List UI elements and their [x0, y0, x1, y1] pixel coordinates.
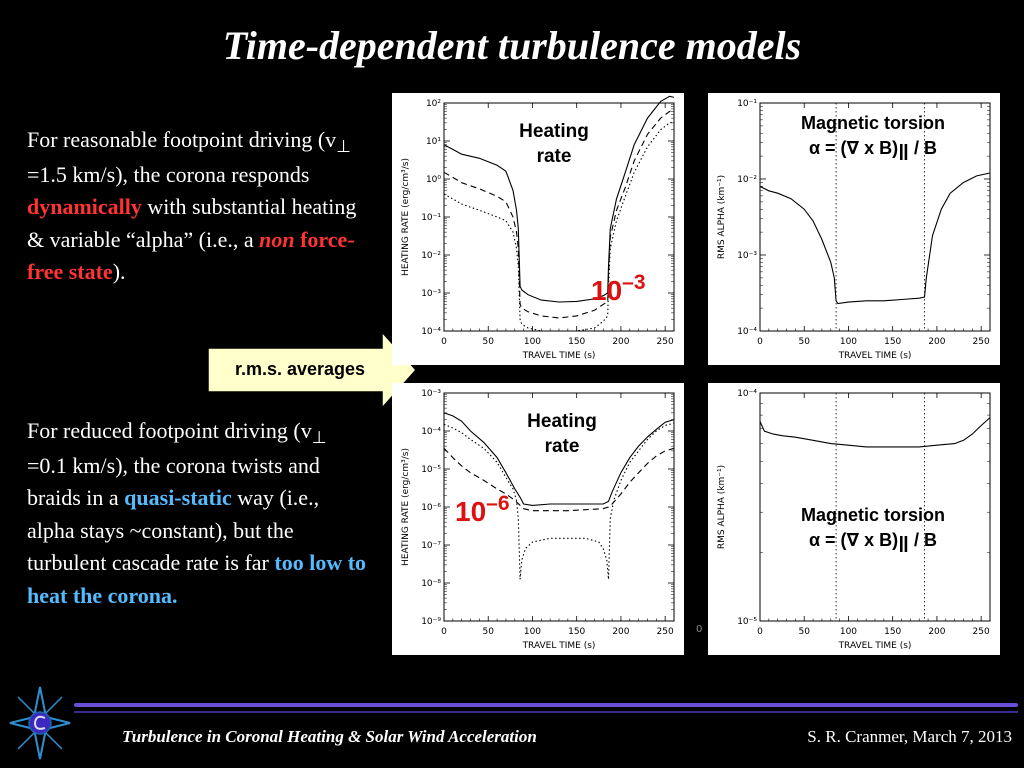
x-tick-label: 100 — [840, 627, 857, 637]
rms-averages-callout: r.m.s. averages — [206, 330, 418, 410]
y-axis-label: HEATING RATE (erg/cm³/s) — [401, 158, 411, 276]
stray-tick-mark: 0 — [696, 624, 703, 635]
x-tick-label: 50 — [799, 337, 811, 347]
x-axis-label: TRAVEL TIME (s) — [838, 351, 912, 361]
alpha-plot-top: 0 50 100 150 200 250 10⁻¹ 10⁻² 10⁻³ 10⁻⁴ TRAVEL TI… — [708, 93, 1000, 365]
y-tick-label: 10⁰ — [426, 175, 441, 185]
series-line-dashed — [443, 447, 675, 512]
x-tick-label: 0 — [757, 337, 763, 347]
y-tick-label: 10⁻⁸ — [421, 579, 441, 589]
highlight-quasi-static: quasi-static — [124, 485, 232, 510]
series-line-solid — [443, 412, 675, 506]
slide-title: Time-dependent turbulence models — [222, 23, 802, 68]
footer-author-date: S. R. Cranmer, March 7, 2013 — [807, 727, 1012, 746]
series-line-solid — [759, 172, 991, 305]
y-tick-label: 10¹ — [426, 137, 441, 147]
x-tick-label: 0 — [441, 627, 447, 637]
exponent-label-bottom: 10–6 — [455, 492, 510, 527]
footer-divider-shadow — [74, 711, 1018, 713]
torsion-label-bottom: Magnetic torsion α = (∇ x B)‖ / B — [800, 505, 945, 557]
x-tick-label: 150 — [568, 627, 585, 637]
highlight-dynamically: dynamically — [27, 194, 142, 219]
y-tick-label: 10⁻⁶ — [421, 503, 441, 513]
y-tick-label: 10⁻³ — [737, 251, 757, 261]
x-axis-label: TRAVEL TIME (s) — [522, 351, 596, 361]
x-tick-label: 100 — [524, 337, 541, 347]
callout-label: r.m.s. averages — [234, 359, 366, 379]
plot-area: 0 50 100 150 200 250 10² 10¹ 10⁰ 10⁻¹ 10⁻² 10⁻³ 10⁻⁴… — [401, 95, 675, 361]
plot-area: 0 50 100 150 200 250 10⁻³ 10⁻⁴ 10⁻⁵ 10⁻⁶ 10⁻⁷ 10⁻⁸ 1… — [401, 389, 675, 651]
y-tick-label: 10⁻⁴ — [737, 389, 757, 399]
x-tick-label: 250 — [657, 337, 674, 347]
y-tick-label: 10⁻¹ — [737, 99, 757, 109]
paragraph-reasonable-driving: For reasonable footpoint driving (v⊥ =1.… — [27, 127, 357, 284]
y-tick-label: 10⁻⁵ — [737, 617, 757, 627]
y-tick-label: 10⁻³ — [421, 389, 441, 399]
plot-area: 0 50 100 150 200 250 10⁻¹ 10⁻² 10⁻³ 10⁻⁴ TRAVEL TI… — [717, 99, 991, 361]
y-axis-label: RMS ALPHA (km⁻¹) — [717, 175, 727, 259]
y-axis-label: HEATING RATE (erg/cm³/s) — [401, 448, 411, 566]
footer-talk-title: Turbulence in Coronal Heating & Solar Wi… — [122, 727, 537, 746]
x-tick-label: 0 — [757, 627, 763, 637]
x-tick-label: 250 — [657, 627, 674, 637]
torsion-label-top: Magnetic torsion α = (∇ x B)‖ / B — [800, 113, 945, 165]
y-tick-label: 10⁻⁹ — [421, 617, 441, 627]
logo-icon — [9, 686, 71, 760]
series-line-dashed — [443, 109, 675, 319]
x-tick-label: 150 — [884, 337, 901, 347]
series-line-solid — [759, 417, 991, 448]
alpha-chart-top: 0 50 100 150 200 250 10⁻¹ 10⁻² 10⁻³ 10⁻⁴ TRAVEL TI… — [717, 99, 991, 361]
alpha-plot-bottom: 0 50 100 150 200 250 10⁻⁴ 10⁻⁵ TRAVEL TIME (s) RM… — [708, 383, 1000, 655]
y-tick-label: 10⁻¹ — [421, 213, 441, 223]
y-tick-label: 10⁻² — [737, 175, 757, 185]
x-tick-label: 200 — [612, 627, 629, 637]
y-tick-label: 10² — [426, 99, 441, 109]
y-tick-label: 10⁻⁴ — [421, 327, 441, 337]
x-tick-label: 50 — [483, 337, 495, 347]
heating-rate-plot-bottom: 0 50 100 150 200 250 10⁻³ 10⁻⁴ 10⁻⁵ 10⁻⁶ 10⁻⁷ 10⁻⁸ 1… — [392, 383, 684, 655]
x-tick-label: 100 — [840, 337, 857, 347]
footer-divider — [74, 703, 1018, 707]
y-tick-label: 10⁻⁴ — [737, 327, 757, 337]
paragraph-reduced-driving: For reduced footpoint driving (v⊥ =0.1 k… — [27, 418, 367, 608]
heating-rate-plot-top: 0 50 100 150 200 250 10² 10¹ 10⁰ 10⁻¹ 10⁻² 10⁻³ 10⁻⁴… — [392, 93, 684, 365]
heating-rate-chart-top: 0 50 100 150 200 250 10² 10¹ 10⁰ 10⁻¹ 10⁻² 10⁻³ 10⁻⁴… — [401, 95, 675, 361]
heating-rate-label-top: Heating rate — [519, 121, 589, 167]
series-line-dotted — [443, 121, 675, 332]
x-tick-label: 50 — [799, 627, 811, 637]
y-tick-label: 10⁻⁴ — [421, 427, 441, 437]
x-tick-label: 200 — [928, 337, 945, 347]
alpha-chart-bottom: 0 50 100 150 200 250 10⁻⁴ 10⁻⁵ TRAVEL TIME (s) RM… — [717, 389, 991, 651]
y-tick-label: 10⁻³ — [421, 289, 441, 299]
x-tick-label: 200 — [612, 337, 629, 347]
y-tick-label: 10⁻² — [421, 251, 441, 261]
highlight-too-low: too low to heat the corona. — [27, 550, 367, 608]
x-tick-label: 0 — [441, 337, 447, 347]
x-tick-label: 50 — [483, 627, 495, 637]
series-line-solid — [443, 95, 675, 303]
x-tick-label: 250 — [973, 337, 990, 347]
x-tick-label: 250 — [973, 627, 990, 637]
x-tick-label: 150 — [884, 627, 901, 637]
plot-area: 0 50 100 150 200 250 10⁻⁴ 10⁻⁵ TRAVEL TIME (s) RM… — [717, 389, 991, 651]
x-axis-label: TRAVEL TIME (s) — [522, 641, 596, 651]
y-tick-label: 10⁻⁵ — [421, 465, 441, 475]
heating-rate-label-bottom: Heating rate — [527, 411, 597, 457]
y-axis-label: RMS ALPHA (km⁻¹) — [717, 465, 727, 549]
x-tick-label: 200 — [928, 627, 945, 637]
x-axis-label: TRAVEL TIME (s) — [838, 641, 912, 651]
x-tick-label: 150 — [568, 337, 585, 347]
x-tick-label: 100 — [524, 627, 541, 637]
heating-rate-chart-bottom: 0 50 100 150 200 250 10⁻³ 10⁻⁴ 10⁻⁵ 10⁻⁶ 10⁻⁷ 10⁻⁸ 1… — [401, 389, 675, 651]
exponent-label-top: 10–3 — [591, 271, 646, 306]
y-tick-label: 10⁻⁷ — [421, 541, 441, 551]
